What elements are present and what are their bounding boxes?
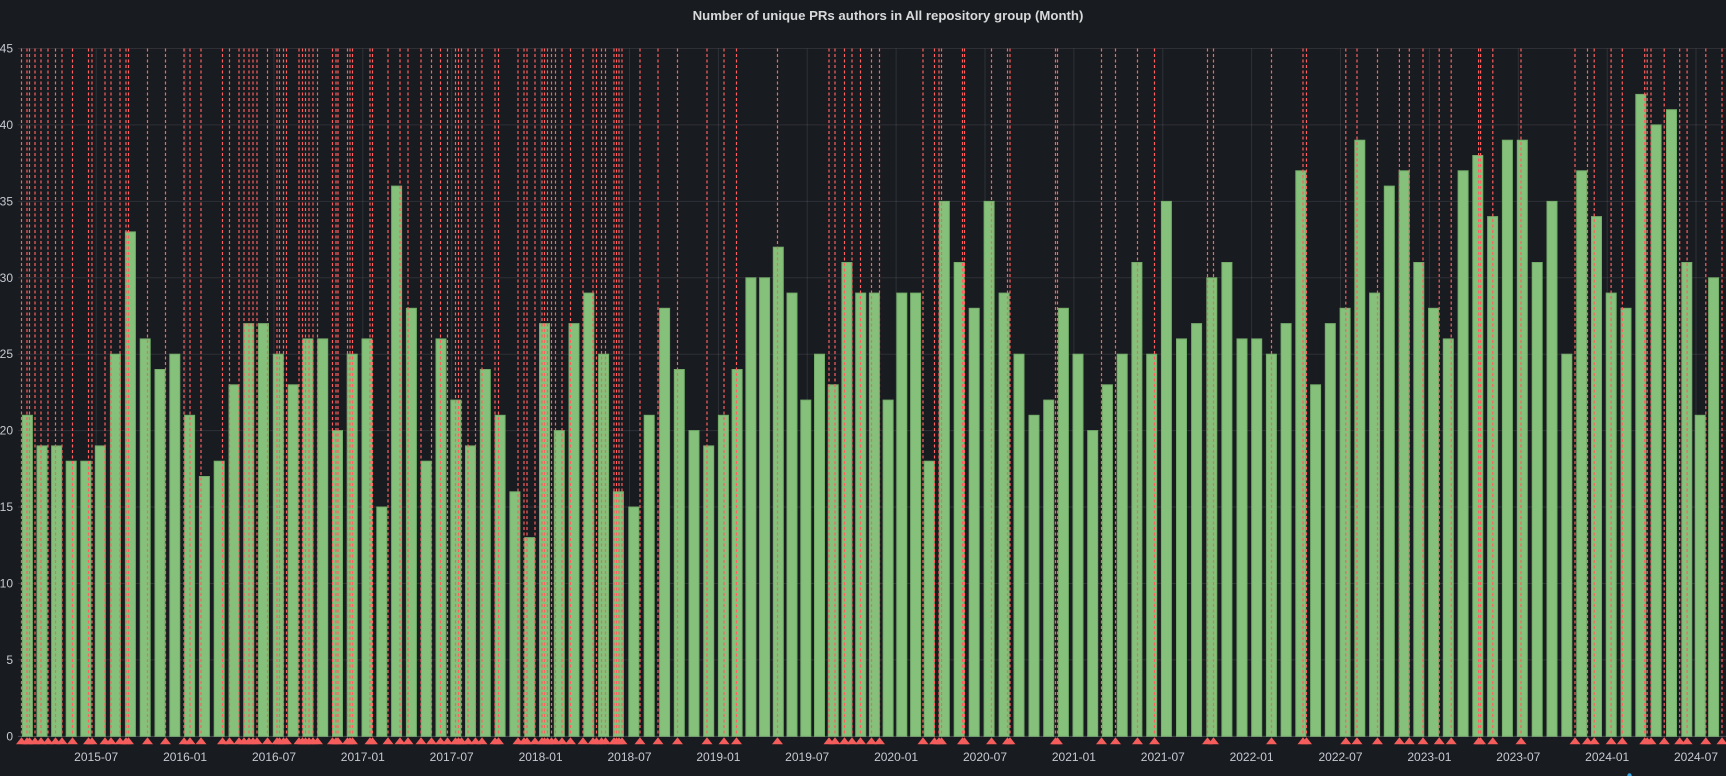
svg-text:2019-07: 2019-07: [785, 750, 829, 764]
svg-text:5: 5: [6, 653, 13, 667]
svg-text:2017-07: 2017-07: [430, 750, 474, 764]
svg-text:2020-07: 2020-07: [963, 750, 1007, 764]
svg-text:40: 40: [0, 118, 13, 132]
svg-text:2018-01: 2018-01: [519, 750, 563, 764]
svg-text:2022-07: 2022-07: [1318, 750, 1362, 764]
svg-text:2024-01: 2024-01: [1585, 750, 1629, 764]
svg-text:2016-01: 2016-01: [163, 750, 207, 764]
svg-text:0: 0: [6, 729, 13, 743]
svg-text:2016-07: 2016-07: [252, 750, 296, 764]
svg-text:Number of unique PRs authors i: Number of unique PRs authors in All repo…: [693, 8, 1084, 23]
svg-text:2020-01: 2020-01: [874, 750, 918, 764]
svg-text:2015-07: 2015-07: [74, 750, 118, 764]
svg-text:15: 15: [0, 500, 13, 514]
svg-text:2019-01: 2019-01: [696, 750, 740, 764]
svg-text:2023-07: 2023-07: [1496, 750, 1540, 764]
svg-text:2022-01: 2022-01: [1230, 750, 1274, 764]
svg-text:35: 35: [0, 194, 13, 208]
svg-text:2018-07: 2018-07: [607, 750, 651, 764]
svg-text:20: 20: [0, 424, 13, 438]
svg-text:2024-07: 2024-07: [1674, 750, 1718, 764]
svg-text:2017-01: 2017-01: [341, 750, 385, 764]
svg-text:10: 10: [0, 577, 13, 591]
svg-text:30: 30: [0, 271, 13, 285]
svg-text:2023-01: 2023-01: [1407, 750, 1451, 764]
svg-text:2021-07: 2021-07: [1141, 750, 1185, 764]
svg-text:45: 45: [0, 42, 13, 56]
svg-text:2021-01: 2021-01: [1052, 750, 1096, 764]
svg-text:25: 25: [0, 347, 13, 361]
